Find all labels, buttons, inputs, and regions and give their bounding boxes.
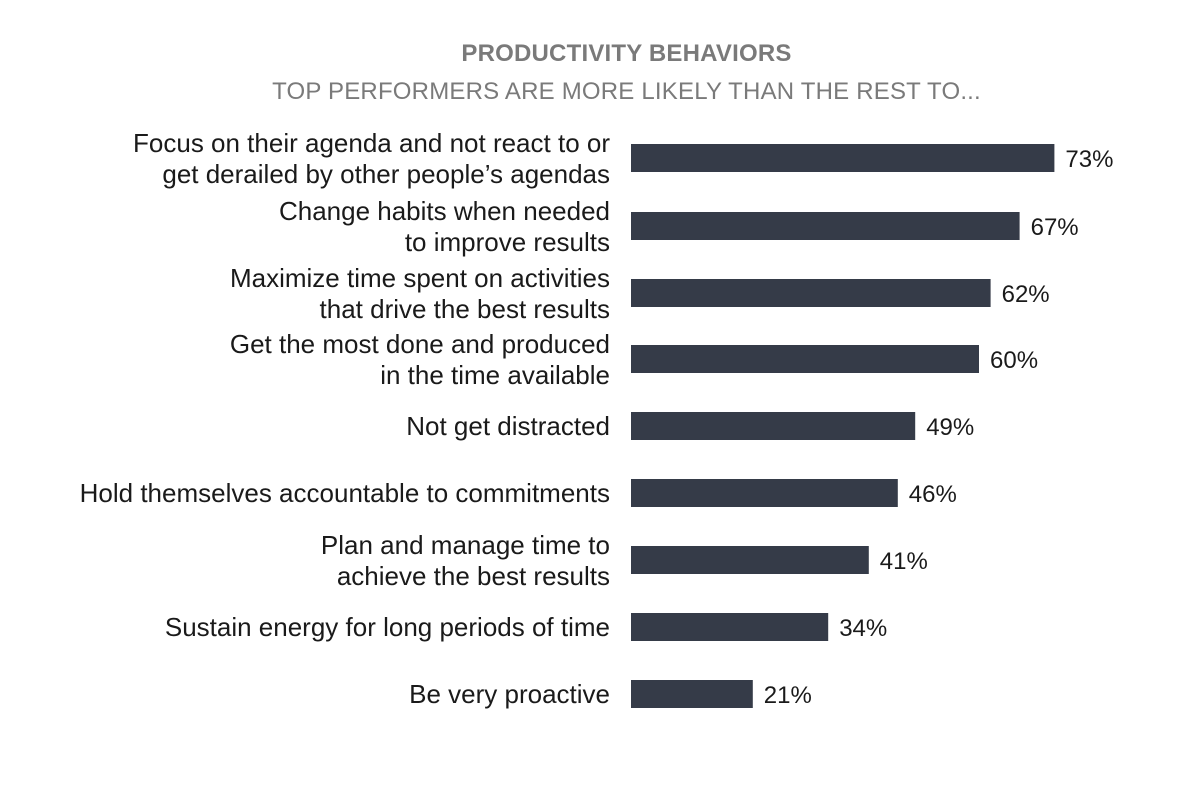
category-label-7: Plan and manage time to achieve the best … [321,530,610,591]
bar-9 [631,680,753,708]
category-label-5: Not get distracted [406,411,610,441]
category-label-line: Hold themselves accountable to commitmen… [80,478,610,508]
bar-2 [631,212,1020,240]
value-label-2: 67% [1031,214,1079,241]
bar-1 [631,144,1055,172]
value-label-8: 34% [839,615,887,642]
category-label-line: Change habits when needed [279,196,610,226]
category-label-line: Not get distracted [406,411,610,441]
category-label-line: Maximize time spent on activities [230,263,610,293]
chart-subtitle: TOP PERFORMERS ARE MORE LIKELY THAN THE … [272,78,981,105]
category-label-line: achieve the best results [337,561,610,591]
bar-3 [631,279,991,307]
category-label-line: Be very proactive [409,679,610,709]
value-label-3: 62% [1002,281,1050,308]
value-label-6: 46% [909,481,957,508]
category-label-line: Focus on their agenda and not react to o… [133,128,610,158]
category-label-8: Sustain energy for long periods of time [165,612,610,642]
bar-8 [631,613,829,641]
category-label-line: Plan and manage time to [321,530,610,560]
chart-title: PRODUCTIVITY BEHAVIORS [461,40,792,67]
category-label-line: Get the most done and produced [230,329,610,359]
category-label-2: Change habits when needed to improve resu… [279,196,610,257]
value-label-7: 41% [880,548,928,575]
category-label-3: Maximize time spent on activities that dr… [230,263,610,324]
value-label-9: 21% [764,682,812,709]
bar-6 [631,479,898,507]
bar-4 [631,345,979,373]
category-label-9: Be very proactive [409,679,610,709]
category-label-line: to improve results [405,227,610,257]
category-label-line: get derailed by other people’s agendas [162,159,610,189]
category-label-6: Hold themselves accountable to commitmen… [80,478,610,508]
category-label-1: Focus on their agenda and not react to o… [133,128,610,189]
value-label-4: 60% [990,347,1038,374]
value-label-5: 49% [926,414,974,441]
category-label-line: in the time available [380,360,610,390]
value-label-1: 73% [1065,146,1113,173]
category-label-line: Sustain energy for long periods of time [165,612,610,642]
category-label-4: Get the most done and produced in the tim… [230,329,610,390]
bar-7 [631,546,869,574]
bar-5 [631,412,916,440]
category-label-line: that drive the best results [320,294,610,324]
